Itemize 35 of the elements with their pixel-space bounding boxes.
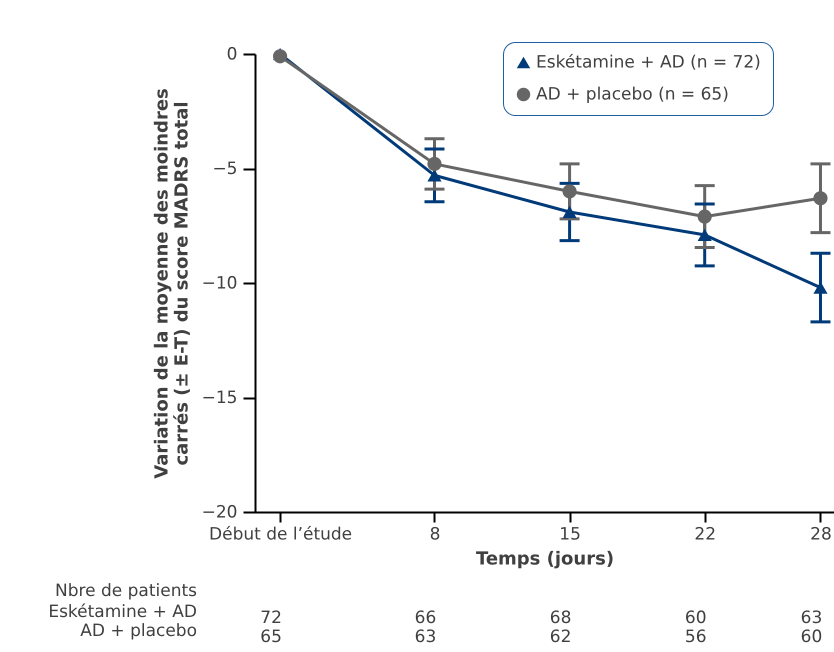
text: 68 [550, 608, 572, 628]
text: 65 [260, 627, 282, 647]
point [562, 206, 577, 218]
x-tick-label: Début de l’étude [209, 524, 352, 544]
text: 63 [800, 608, 822, 628]
y-tick-label: −20 [202, 502, 238, 522]
text: AD + placebo [80, 621, 197, 641]
text: 63 [414, 627, 436, 647]
point [562, 184, 577, 198]
x-tick-label: 15 [559, 524, 581, 544]
text: 60 [684, 608, 707, 628]
point [698, 210, 712, 224]
point [427, 156, 442, 171]
text: 66 [414, 608, 436, 628]
text: 72 [260, 608, 282, 628]
text: Eskétamine + AD [48, 602, 197, 622]
point [813, 191, 828, 206]
x-tick-label: 8 [430, 524, 440, 544]
x-axis-title: Temps (jours) [476, 548, 614, 570]
x-tick-label: 28 [810, 524, 832, 544]
text: 60 [800, 627, 822, 647]
y-tick-label: −5 [212, 159, 238, 179]
text: Nbre de patients [55, 581, 198, 601]
x-tick-label: 22 [694, 524, 716, 544]
point [273, 49, 288, 64]
text: 62 [550, 627, 572, 647]
y-tick-label: −15 [202, 388, 238, 408]
point [427, 169, 442, 182]
y-tick-label: −10 [202, 274, 238, 294]
point [698, 228, 712, 242]
legend-label: AD + placebo (n = 65) [536, 84, 729, 104]
text: 56 [684, 627, 707, 647]
y-tick-label: 0 [226, 44, 238, 64]
y-axis-title: Variation de la moyenne des moindres carrés (± E-T) du score MADRS total [152, 88, 193, 479]
legend-label: Eskétamine + AD (n = 72) [536, 52, 761, 72]
